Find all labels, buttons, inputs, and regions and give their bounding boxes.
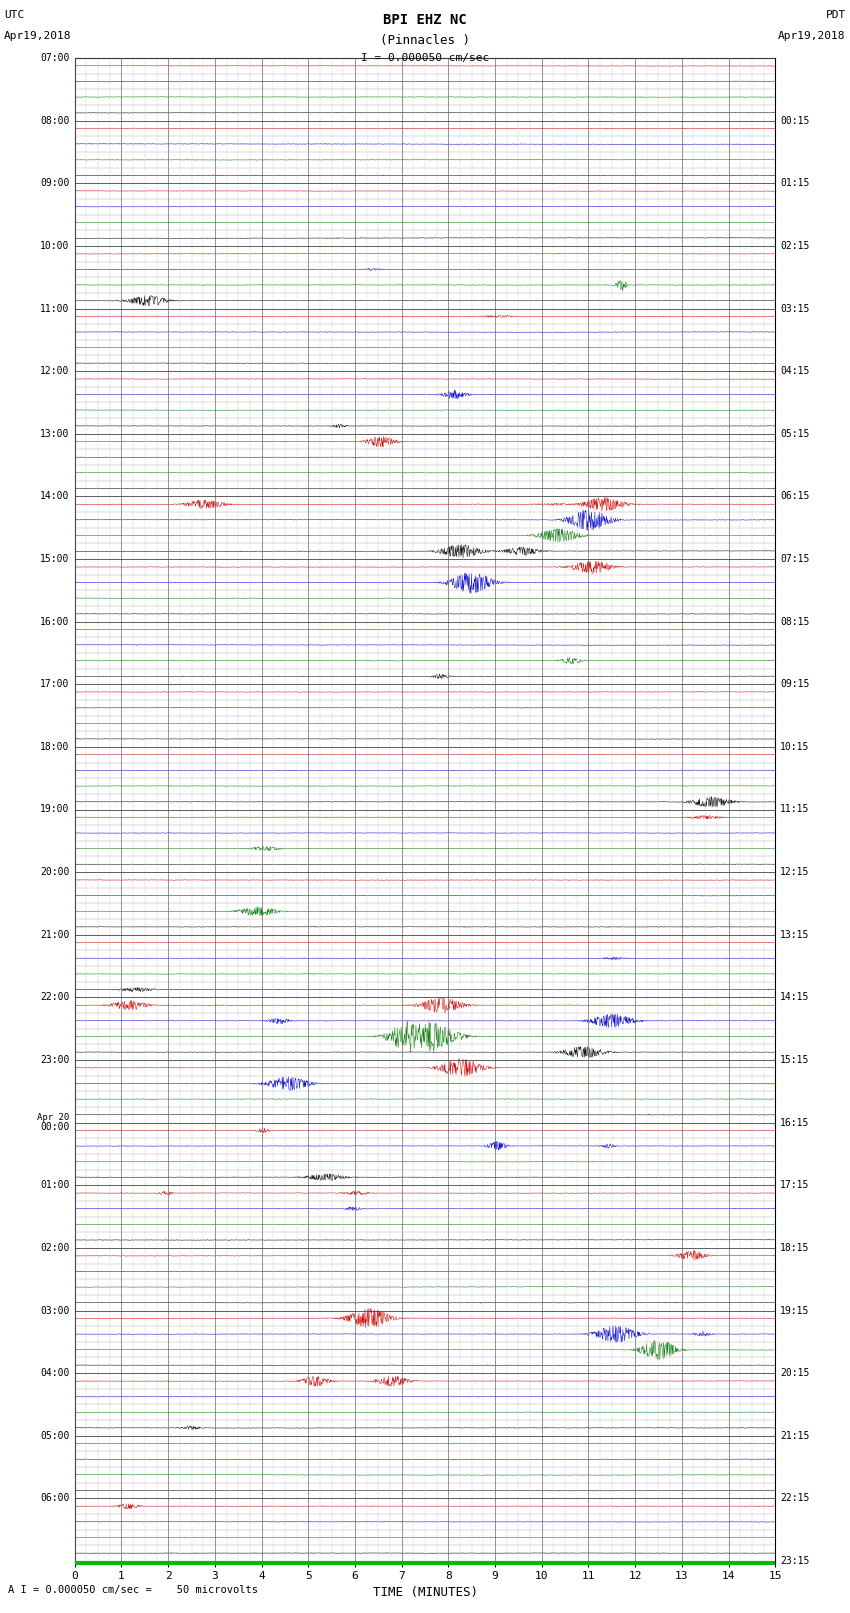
Text: 19:00: 19:00 [40,805,70,815]
Text: 06:00: 06:00 [40,1494,70,1503]
Text: A I = 0.000050 cm/sec =    50 microvolts: A I = 0.000050 cm/sec = 50 microvolts [8,1584,258,1595]
Text: 04:00: 04:00 [40,1368,70,1378]
Text: 09:15: 09:15 [780,679,810,689]
Text: 06:15: 06:15 [780,492,810,502]
Text: 17:00: 17:00 [40,679,70,689]
X-axis label: TIME (MINUTES): TIME (MINUTES) [372,1586,478,1598]
Text: 11:15: 11:15 [780,805,810,815]
Text: Apr 20: Apr 20 [37,1113,70,1123]
Text: 04:15: 04:15 [780,366,810,376]
Text: 14:15: 14:15 [780,992,810,1002]
Text: 09:00: 09:00 [40,179,70,189]
Text: 11:00: 11:00 [40,303,70,313]
Text: 13:00: 13:00 [40,429,70,439]
Text: Apr19,2018: Apr19,2018 [779,31,846,40]
Text: 12:00: 12:00 [40,366,70,376]
Text: 22:00: 22:00 [40,992,70,1002]
Text: 00:15: 00:15 [780,116,810,126]
Text: 21:15: 21:15 [780,1431,810,1440]
Text: 10:00: 10:00 [40,240,70,252]
Text: 23:15: 23:15 [780,1557,810,1566]
Text: 13:15: 13:15 [780,929,810,940]
Text: 15:15: 15:15 [780,1055,810,1065]
Text: PDT: PDT [825,10,846,19]
Text: 20:00: 20:00 [40,868,70,877]
Text: 08:00: 08:00 [40,116,70,126]
Text: 16:00: 16:00 [40,616,70,626]
Text: 03:15: 03:15 [780,303,810,313]
Text: 07:00: 07:00 [40,53,70,63]
Text: 05:00: 05:00 [40,1431,70,1440]
Text: 00:00: 00:00 [40,1123,70,1132]
Text: 22:15: 22:15 [780,1494,810,1503]
Text: 12:15: 12:15 [780,868,810,877]
Text: 10:15: 10:15 [780,742,810,752]
Text: 15:00: 15:00 [40,553,70,565]
Text: 05:15: 05:15 [780,429,810,439]
Text: (Pinnacles ): (Pinnacles ) [380,34,470,47]
Text: 19:15: 19:15 [780,1305,810,1316]
Text: 17:15: 17:15 [780,1181,810,1190]
Text: 20:15: 20:15 [780,1368,810,1378]
Text: BPI EHZ NC: BPI EHZ NC [383,13,467,27]
Text: 02:00: 02:00 [40,1244,70,1253]
Text: 01:15: 01:15 [780,179,810,189]
Text: 21:00: 21:00 [40,929,70,940]
Text: 08:15: 08:15 [780,616,810,626]
Text: I = 0.000050 cm/sec: I = 0.000050 cm/sec [361,53,489,63]
Text: 18:00: 18:00 [40,742,70,752]
Text: 03:00: 03:00 [40,1305,70,1316]
Text: 07:15: 07:15 [780,553,810,565]
Text: 23:00: 23:00 [40,1055,70,1065]
Text: UTC: UTC [4,10,25,19]
Text: Apr19,2018: Apr19,2018 [4,31,71,40]
Text: 16:15: 16:15 [780,1118,810,1127]
Text: 02:15: 02:15 [780,240,810,252]
Text: 01:00: 01:00 [40,1181,70,1190]
Text: 18:15: 18:15 [780,1244,810,1253]
Text: 14:00: 14:00 [40,492,70,502]
